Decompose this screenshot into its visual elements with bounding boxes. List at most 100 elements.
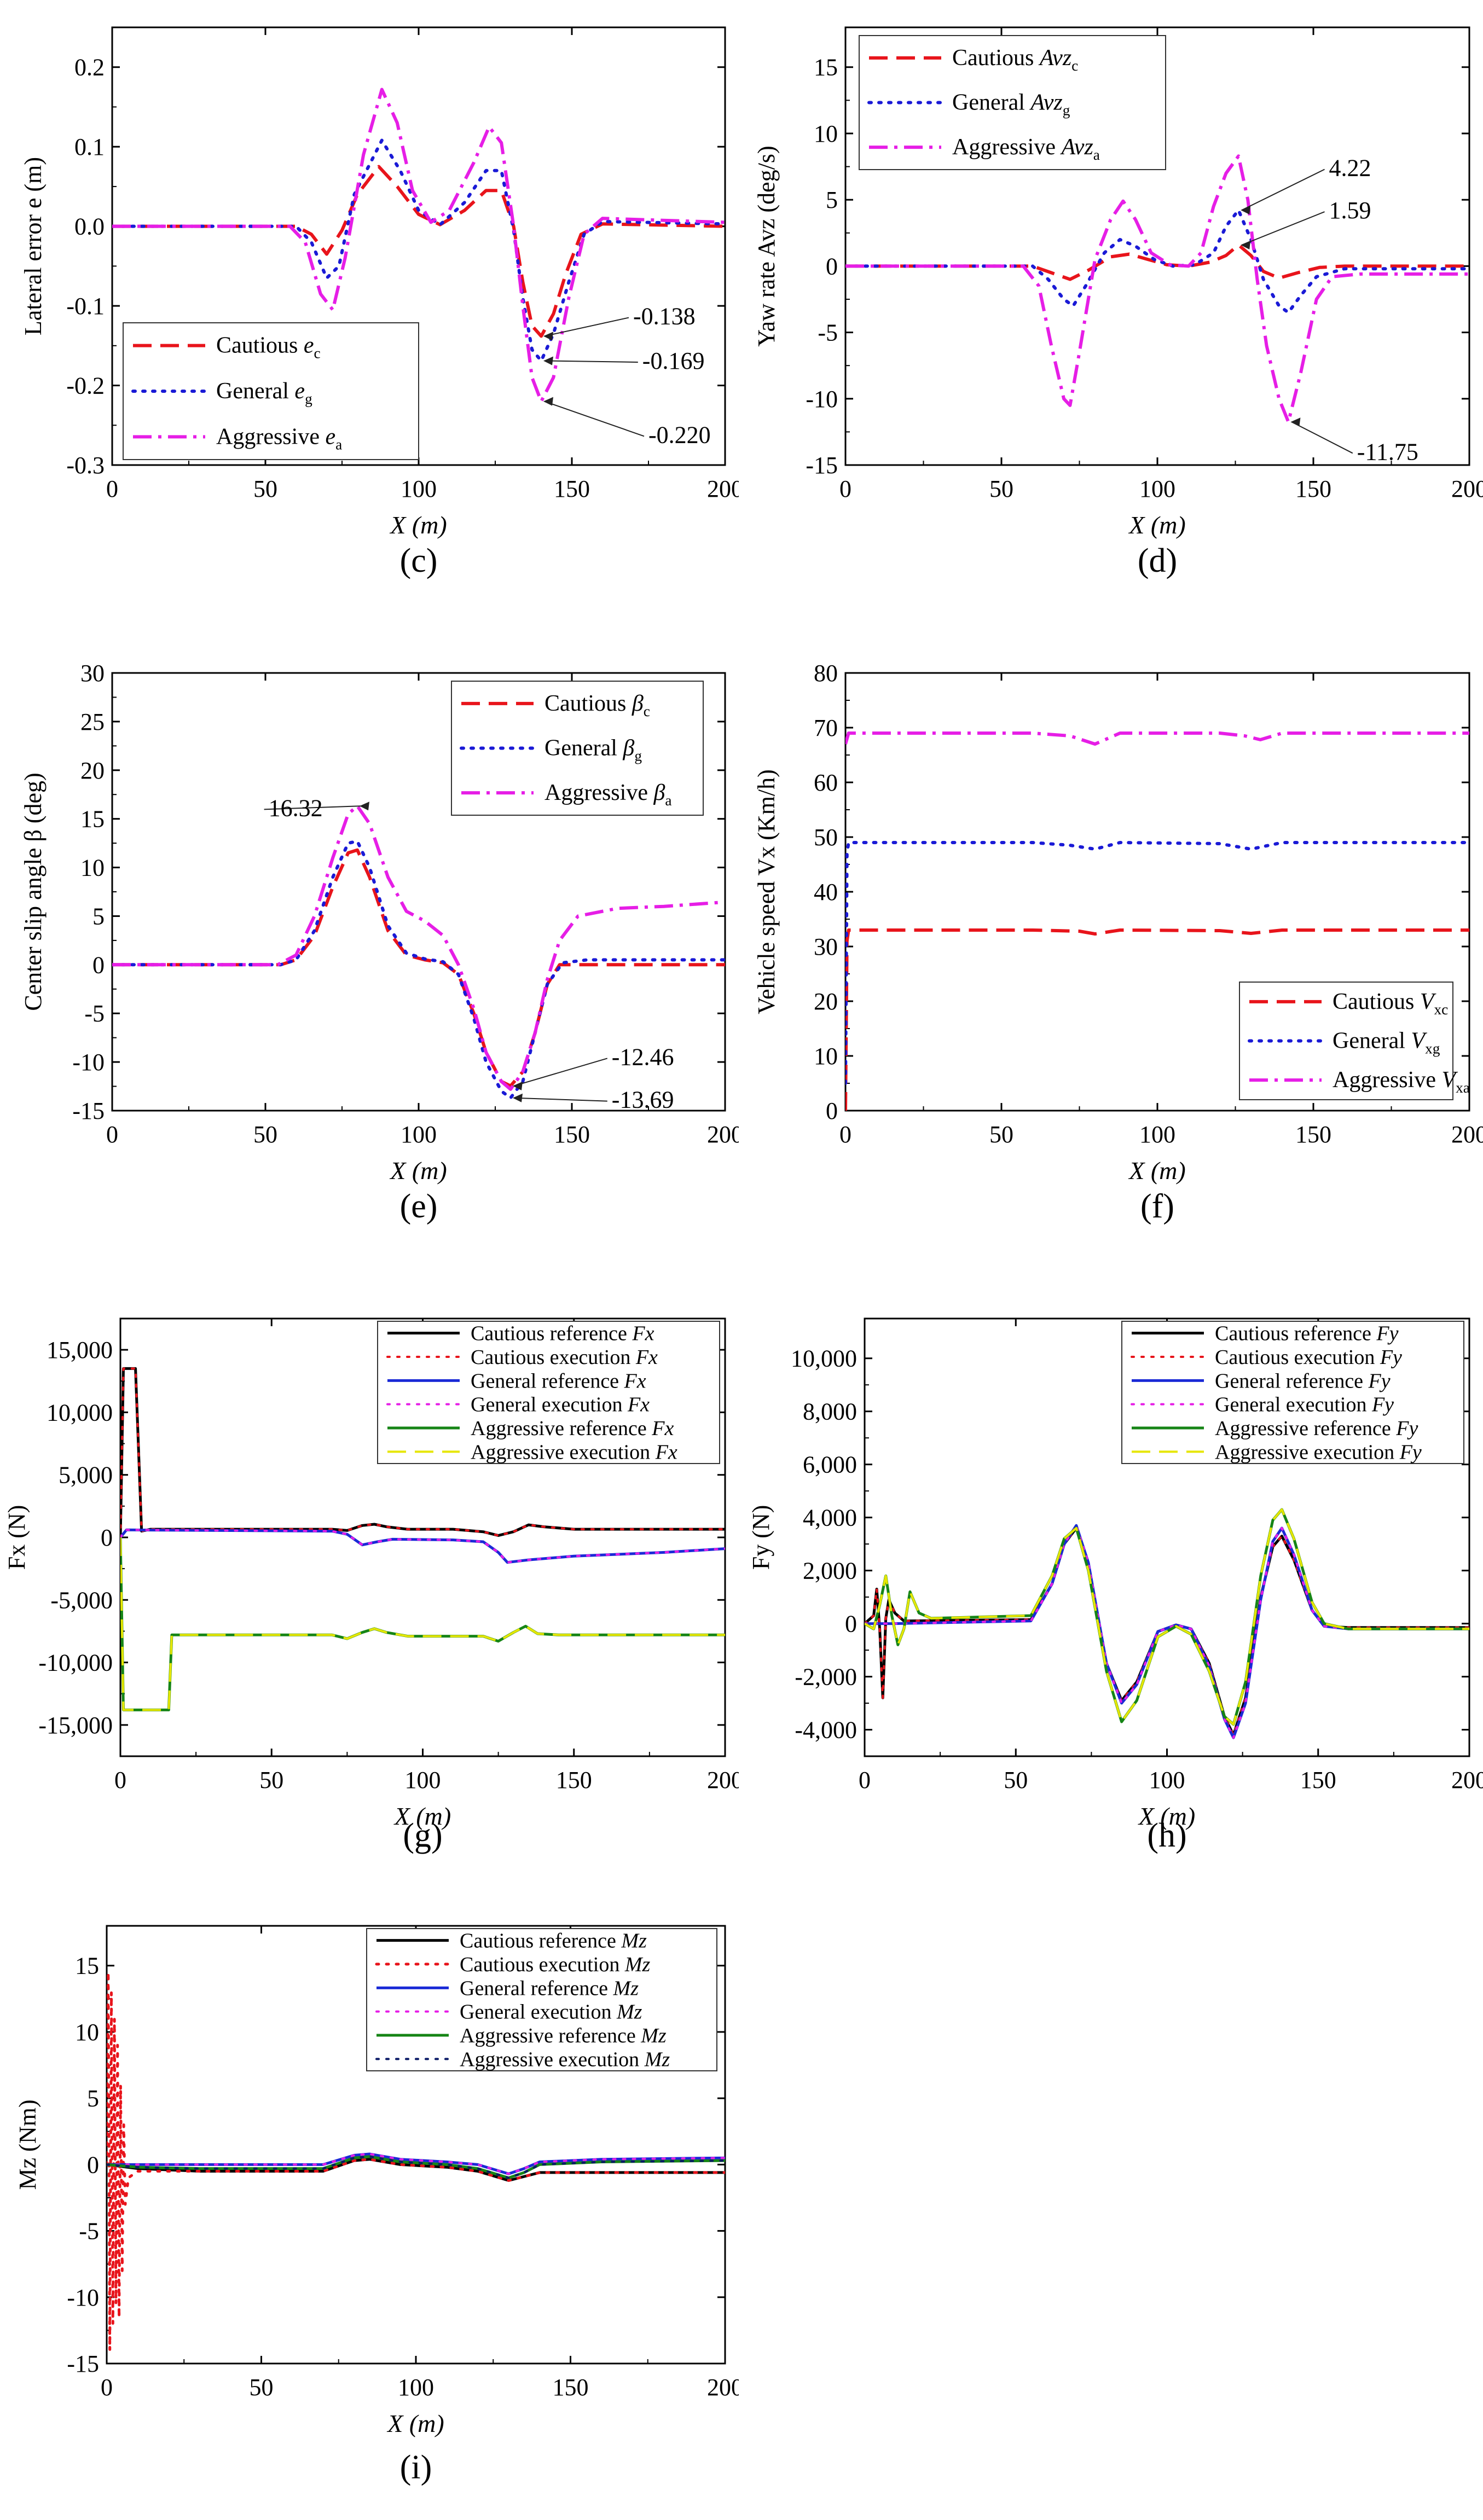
y-tick-label: 10,000 <box>791 1345 857 1372</box>
chart-panel-g: 0 50 100 150 200 -15,000 -10,000 -5,000 0 5,000 10… <box>5 1291 739 1893</box>
series-line-general-execution-fx <box>120 1529 725 1564</box>
chart-e: 0 50 100 150 200 -15 -10 -5 0 5 10 15 20 25 30 X (m) Cen… <box>20 660 739 1225</box>
x-tick-label: 100 <box>405 1767 441 1793</box>
chart-h: 0 50 100 150 200 -4,000 -2,000 0 2,000 4,000 6,000… <box>750 1317 1483 1854</box>
series-line-cautious-execution-fy <box>865 1527 1469 1737</box>
annotation-arrow <box>513 1058 608 1087</box>
legend-entry: Aggressive reference Mz <box>460 2024 667 2047</box>
y-tick-label: 70 <box>814 715 838 741</box>
y-axis-label: Vehicle speed Vx (Km/h) <box>753 769 780 1014</box>
legend-entry: General reference Mz <box>460 1977 639 2000</box>
series-group <box>107 1971 725 2352</box>
annotation-arrow <box>544 317 629 337</box>
y-tick-label: 80 <box>814 660 838 687</box>
y-tick-label: 4,000 <box>803 1505 857 1531</box>
x-tick-label: 100 <box>1139 1121 1175 1148</box>
legend-entry: Aggressive execution Fx <box>471 1441 677 1464</box>
series-line-general-g <box>112 839 725 1100</box>
x-tick-label: 0 <box>859 1767 871 1793</box>
annotation-arrow <box>544 400 645 437</box>
annotation-label: -0.138 <box>633 303 696 330</box>
annotation-label: -13.69 <box>612 1087 674 1113</box>
series-line-aggressive-execution-fy <box>865 1508 1469 1726</box>
x-tick-label: 200 <box>707 1121 739 1148</box>
y-tick-label: -15 <box>72 1098 105 1124</box>
y-tick-label: 2,000 <box>803 1558 857 1584</box>
legend-entry: Cautious execution Fx <box>471 1346 658 1369</box>
y-tick-label: 8,000 <box>803 1398 857 1425</box>
y-tick-label: 0.0 <box>74 213 105 240</box>
chart-i: 0 50 100 150 200 -15 -10 -5 0 5 10 15 X (m) Mz (Nm) Ca… <box>14 1925 739 2486</box>
legend-entry: Aggressive βa <box>544 780 672 809</box>
x-tick-label: 100 <box>1149 1767 1185 1793</box>
chart-panel-e: 0 50 100 150 200 -15 -10 -5 0 5 10 15 20 25 30 X (m) Cen… <box>5 646 739 1280</box>
y-tick-label: -15 <box>806 452 838 479</box>
panel-label: (h) <box>1147 1817 1186 1854</box>
y-tick-label: 0 <box>101 1524 113 1551</box>
y-tick-label: 0 <box>826 253 838 280</box>
annotation-label: 4.22 <box>1329 155 1371 182</box>
x-tick-label: 200 <box>1451 475 1483 502</box>
annotation-arrow <box>264 805 361 810</box>
series-line-aggressive-v-xa <box>845 731 1469 746</box>
legend-entry: Aggressive execution Fy <box>1215 1441 1422 1464</box>
y-tick-label: -5 <box>818 320 838 346</box>
series-line-general-execution-mz <box>107 2153 725 2175</box>
y-tick-label: 25 <box>80 709 105 735</box>
legend-entry: Cautious reference Fx <box>471 1322 654 1345</box>
y-tick-label: 0 <box>845 1611 857 1638</box>
series-line-aggressive-a <box>112 804 720 1091</box>
series-line-aggressive-reference-fx <box>120 1537 725 1711</box>
y-tick-label: -10,000 <box>38 1650 113 1676</box>
x-tick-label: 50 <box>989 475 1013 502</box>
y-tick-label: 50 <box>814 824 838 851</box>
chart-panel-i: 0 50 100 150 200 -15 -10 -5 0 5 10 15 X (m) Mz (Nm) Ca… <box>5 1898 739 2517</box>
legend-entry: General Vxg <box>1333 1029 1440 1057</box>
chart-panel-f: 0 50 100 150 200 0 10 20 30 40 50 60 70 80 X (m) Vehicl… <box>750 646 1483 1280</box>
panel-label: (i) <box>400 2449 432 2486</box>
x-axis-label: X (m) <box>389 1157 447 1184</box>
legend-box <box>1121 1321 1464 1464</box>
y-tick-label: -4,000 <box>795 1717 857 1744</box>
y-tick-label: 0.2 <box>74 54 105 81</box>
series-group <box>120 1367 725 1711</box>
y-tick-label: -15 <box>67 2350 99 2377</box>
chart-c: 0 50 100 150 200 -0.3 -0.2 -0.1 0.0 0.1 0.2 X (m) La… <box>20 26 739 579</box>
y-tick-label: -0.3 <box>66 452 105 479</box>
legend-entry: Cautious execution Mz <box>460 1953 650 1976</box>
y-tick-label: -5,000 <box>50 1587 113 1613</box>
y-tick-label: 10 <box>80 855 105 881</box>
annotation-arrow <box>1241 211 1325 246</box>
y-axis-label: Fy (N) <box>750 1505 774 1570</box>
annotation-arrow <box>1241 169 1325 211</box>
chart-f: 0 50 100 150 200 0 10 20 30 40 50 60 70 80 X (m) Vehicl… <box>753 660 1483 1225</box>
y-tick-label: 15 <box>80 806 105 833</box>
annotation-arrowhead <box>1290 417 1301 427</box>
legend-entry: Aggressive ea <box>216 424 342 452</box>
y-tick-label: 0 <box>87 2151 99 2178</box>
x-axis-label: X (m) <box>1128 1157 1185 1184</box>
y-tick-label: -0.2 <box>66 373 105 399</box>
series-line-aggressive-reference-mz <box>107 2155 725 2180</box>
x-tick-label: 0 <box>106 475 118 502</box>
legend-box <box>377 1321 720 1464</box>
annotation-label: -12.46 <box>612 1043 674 1070</box>
x-tick-label: 150 <box>554 475 590 502</box>
annotation-label: 16.32 <box>269 794 323 821</box>
x-tick-label: 50 <box>259 1767 283 1793</box>
legend-entry: General eg <box>216 379 312 407</box>
x-tick-label: 200 <box>707 1767 739 1793</box>
legend-entry: Cautious Avzc <box>952 45 1078 74</box>
series-line-cautious-execution-fx <box>120 1367 725 1538</box>
series-group <box>112 88 725 403</box>
legend-entry: Cautious βc <box>544 691 650 719</box>
y-tick-label: 20 <box>80 757 105 784</box>
chart-panel-c: 0 50 100 150 200 -0.3 -0.2 -0.1 0.0 0.1 0.2 X (m) La… <box>5 0 739 635</box>
y-tick-label: 10 <box>814 120 838 147</box>
x-tick-label: 0 <box>114 1767 126 1793</box>
y-tick-label: 15 <box>814 54 838 81</box>
series-group <box>865 1508 1469 1739</box>
x-tick-label: 100 <box>401 475 437 502</box>
y-axis-label: Center slip angle β (deg) <box>20 773 47 1011</box>
series-line-general-avz-g <box>845 208 1469 315</box>
